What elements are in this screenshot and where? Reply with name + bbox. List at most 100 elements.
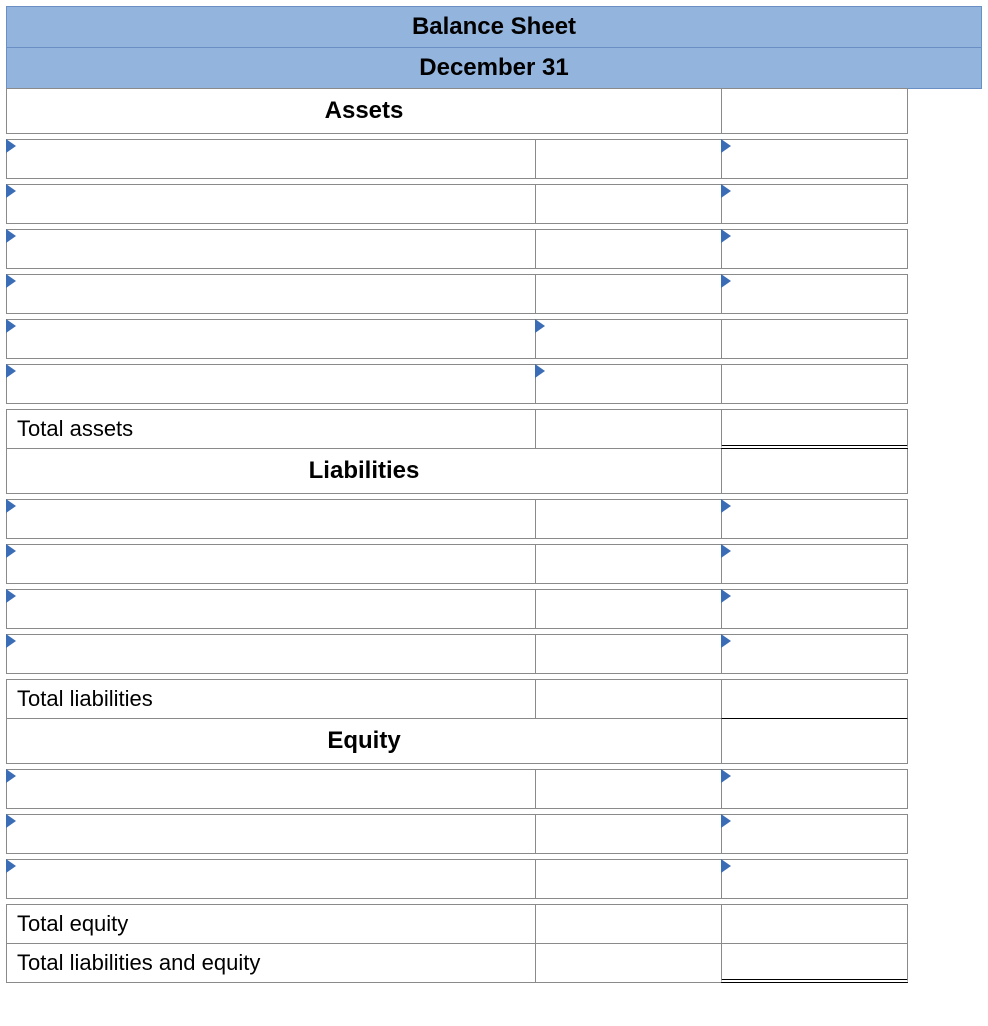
dropdown-marker-icon[interactable] [721, 229, 731, 243]
dropdown-marker-icon[interactable] [721, 139, 731, 153]
equity-cell-col2 [535, 814, 722, 854]
dropdown-marker-icon[interactable] [721, 634, 731, 648]
dropdown-marker-icon[interactable] [721, 589, 731, 603]
dropdown-marker-icon[interactable] [6, 769, 16, 783]
liabilities-cell-col1[interactable] [6, 544, 536, 584]
dropdown-marker-icon[interactable] [6, 184, 16, 198]
liabilities-cell-col3[interactable] [721, 634, 908, 674]
equity-input-row [6, 859, 982, 899]
dropdown-marker-icon[interactable] [721, 499, 731, 513]
dropdown-marker-icon[interactable] [6, 634, 16, 648]
assets-input-row [6, 229, 982, 269]
liabilities-input-row [6, 634, 982, 674]
liabilities-cell-col1[interactable] [6, 589, 536, 629]
liabilities-heading-row: Liabilities [6, 448, 982, 494]
assets-cell-col1[interactable] [6, 229, 536, 269]
dropdown-marker-icon[interactable] [6, 859, 16, 873]
dropdown-marker-icon[interactable] [721, 544, 731, 558]
assets-heading-spacer [721, 88, 908, 134]
equity-cell-col1[interactable] [6, 769, 536, 809]
dropdown-marker-icon[interactable] [6, 274, 16, 288]
assets-input-row [6, 139, 982, 179]
liabilities-rows [6, 494, 982, 679]
assets-cell-col3[interactable] [721, 184, 908, 224]
total-equity-row: Total equity [6, 904, 982, 944]
assets-heading: Assets [6, 88, 722, 134]
grand-total-row: Total liabilities and equity [6, 943, 982, 983]
liabilities-input-row [6, 544, 982, 584]
dropdown-marker-icon[interactable] [535, 364, 545, 378]
assets-rows [6, 134, 982, 409]
dropdown-marker-icon[interactable] [721, 859, 731, 873]
equity-rows [6, 764, 982, 904]
dropdown-marker-icon[interactable] [6, 229, 16, 243]
assets-cell-col2 [535, 184, 722, 224]
assets-cell-col3[interactable] [721, 274, 908, 314]
total-assets-label-cell: Total assets [6, 409, 536, 449]
dropdown-marker-icon[interactable] [721, 184, 731, 198]
dropdown-marker-icon[interactable] [6, 589, 16, 603]
total-equity-col2 [535, 904, 722, 944]
liabilities-input-row [6, 589, 982, 629]
assets-cell-col2 [535, 274, 722, 314]
equity-input-row [6, 814, 982, 854]
liabilities-cell-col3[interactable] [721, 499, 908, 539]
dropdown-marker-icon[interactable] [535, 319, 545, 333]
total-equity-label-cell: Total equity [6, 904, 536, 944]
assets-cell-col2[interactable] [535, 364, 722, 404]
total-assets-label: Total assets [17, 416, 133, 442]
equity-heading-row: Equity [6, 718, 982, 764]
dropdown-marker-icon[interactable] [6, 364, 16, 378]
total-liabilities-label: Total liabilities [17, 686, 153, 712]
liabilities-cell-col2 [535, 634, 722, 674]
total-liabilities-label-cell: Total liabilities [6, 679, 536, 719]
liabilities-cell-col2 [535, 544, 722, 584]
sheet-date: December 31 [6, 47, 982, 89]
grand-total-label: Total liabilities and equity [17, 950, 260, 976]
dropdown-marker-icon[interactable] [6, 319, 16, 333]
balance-sheet-table: Balance Sheet December 31 Assets Total a… [6, 6, 982, 983]
liabilities-cell-col3[interactable] [721, 544, 908, 584]
liabilities-cell-col1[interactable] [6, 499, 536, 539]
assets-cell-col1[interactable] [6, 364, 536, 404]
total-liabilities-col3 [721, 679, 908, 719]
dropdown-marker-icon[interactable] [721, 274, 731, 288]
assets-cell-col1[interactable] [6, 184, 536, 224]
liabilities-cell-col2 [535, 499, 722, 539]
total-assets-row: Total assets [6, 409, 982, 449]
liabilities-cell-col2 [535, 589, 722, 629]
dropdown-marker-icon[interactable] [6, 544, 16, 558]
dropdown-marker-icon[interactable] [6, 139, 16, 153]
equity-heading-spacer [721, 718, 908, 764]
equity-cell-col2 [535, 859, 722, 899]
assets-input-row [6, 364, 982, 404]
assets-cell-col1[interactable] [6, 319, 536, 359]
assets-input-row [6, 319, 982, 359]
assets-cell-col2 [535, 139, 722, 179]
equity-cell-col3[interactable] [721, 814, 908, 854]
dropdown-marker-icon[interactable] [721, 814, 731, 828]
equity-cell-col1[interactable] [6, 814, 536, 854]
dropdown-marker-icon[interactable] [721, 769, 731, 783]
assets-cell-col3[interactable] [721, 139, 908, 179]
total-assets-col3 [721, 409, 908, 449]
assets-cell-col3[interactable] [721, 229, 908, 269]
assets-cell-col1[interactable] [6, 139, 536, 179]
assets-cell-col1[interactable] [6, 274, 536, 314]
liabilities-cell-col3[interactable] [721, 589, 908, 629]
assets-cell-col2[interactable] [535, 319, 722, 359]
equity-cell-col3[interactable] [721, 859, 908, 899]
assets-cell-col3 [721, 364, 908, 404]
assets-cell-col3 [721, 319, 908, 359]
equity-heading: Equity [6, 718, 722, 764]
liabilities-input-row [6, 499, 982, 539]
dropdown-marker-icon[interactable] [6, 499, 16, 513]
equity-cell-col1[interactable] [6, 859, 536, 899]
equity-input-row [6, 769, 982, 809]
dropdown-marker-icon[interactable] [6, 814, 16, 828]
equity-cell-col3[interactable] [721, 769, 908, 809]
assets-heading-row: Assets [6, 88, 982, 134]
liabilities-cell-col1[interactable] [6, 634, 536, 674]
total-equity-col3 [721, 904, 908, 944]
assets-cell-col2 [535, 229, 722, 269]
